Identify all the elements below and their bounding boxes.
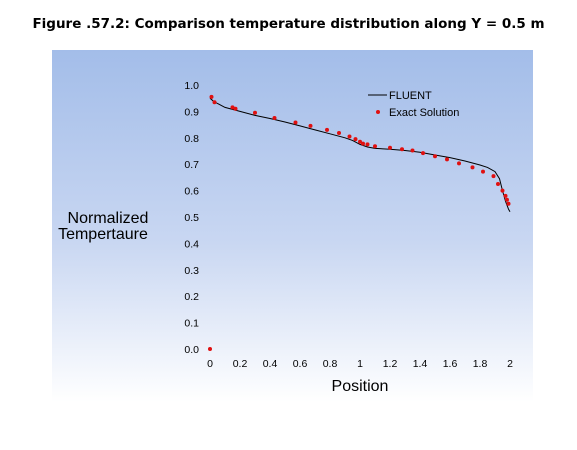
legend: FLUENT Exact Solution [368, 90, 459, 119]
exact-solution-point [500, 188, 505, 193]
fluent-series [209, 97, 511, 212]
y-tick-label: 1.0 [184, 80, 199, 92]
exact-solution-point [457, 161, 461, 166]
exact-solution-point [445, 157, 449, 162]
x-tick-label: 1.6 [443, 358, 458, 370]
exact-solution-point [373, 144, 377, 149]
exact-solution-point [505, 197, 509, 202]
x-tick-label: 0.8 [323, 358, 338, 370]
x-axis-label: Position [332, 378, 389, 395]
x-tick-label: 0.4 [263, 358, 278, 370]
exact-solution-point [272, 116, 277, 120]
exact-solution-point [388, 145, 392, 150]
x-tick-label: 2 [507, 358, 513, 370]
x-tick-label: 1.2 [383, 358, 398, 370]
exact-solution-point [212, 100, 217, 105]
exact-solution-point [230, 105, 235, 110]
tick-labels: 0.0 0.1 0.2 0.3 0.4 0.5 0.6 0.7 0.8 0.9 1.0 0 0.2 0.4… [184, 80, 513, 370]
exact-solution-point [361, 141, 365, 146]
exact-solution-point [208, 347, 212, 351]
exact-solution-point [433, 154, 437, 159]
exact-solution-point [481, 169, 485, 174]
exact-solution-point [365, 142, 370, 147]
exact-solution-point [503, 193, 508, 198]
y-tick-label: 0.8 [184, 133, 199, 145]
exact-solution-point [209, 94, 214, 99]
exact-solution-point [233, 106, 238, 111]
y-tick-label: 0.1 [184, 318, 199, 330]
fluent-line [209, 97, 511, 212]
exact-solution-point [253, 110, 257, 115]
y-tick-label: 0.6 [184, 186, 199, 198]
figure-caption: Figure .57.2: Comparison temperature dis… [32, 16, 545, 32]
exact-solution-point [421, 151, 425, 156]
exact-solution-point [400, 147, 404, 152]
legend-point-swatch [376, 110, 380, 114]
y-tick-label: 0.4 [184, 238, 199, 250]
exact-solution-point [496, 182, 500, 186]
exact-solution-point [308, 123, 313, 128]
y-tick-label: 0.2 [184, 291, 199, 303]
x-tick-label: 0 [207, 358, 213, 370]
y-tick-label: 0.0 [184, 344, 199, 356]
exact-solution-point [353, 137, 358, 142]
y-tick-label: 0.7 [184, 159, 199, 171]
y-axis-label-line1: Normalized [68, 210, 149, 227]
exact-solution-point [293, 120, 298, 125]
exact-solution-point [410, 148, 415, 153]
x-tick-label: 1.8 [473, 358, 488, 370]
exact-solution-point [470, 165, 475, 170]
exact-solution-point [347, 134, 352, 139]
legend-label-fluent: FLUENT [389, 90, 432, 102]
plot-panel [52, 50, 533, 402]
y-tick-label: 0.5 [184, 212, 199, 224]
exact-solution-point [325, 127, 329, 132]
x-tick-label: 0.6 [293, 358, 308, 370]
y-tick-label: 0.3 [184, 265, 199, 277]
legend-label-exact: Exact Solution [389, 107, 459, 119]
exact-solution-series [208, 94, 511, 351]
exact-solution-point [337, 131, 341, 135]
y-axis-label-line2: Tempertaure [58, 226, 148, 243]
exact-solution-point [506, 201, 511, 206]
x-tick-label: 1.4 [413, 358, 428, 370]
x-tick-label: 1 [357, 358, 363, 370]
exact-solution-point [358, 139, 362, 144]
x-tick-label: 0.2 [233, 358, 248, 370]
exact-solution-point [491, 174, 496, 179]
y-tick-label: 0.9 [184, 106, 199, 118]
